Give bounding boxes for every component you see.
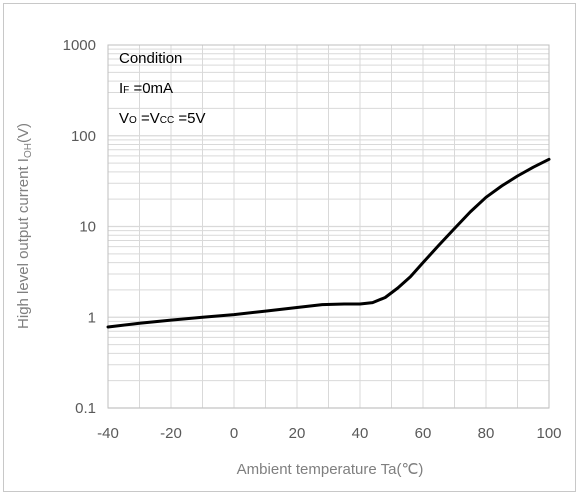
x-tick-label: 100 xyxy=(536,425,561,442)
x-tick-label: 0 xyxy=(230,425,238,442)
y-axis-title: High level output current IOH(V) xyxy=(15,123,34,329)
y-tick-label: 1 xyxy=(88,309,96,326)
plot-area xyxy=(107,44,550,409)
x-tick-label: -20 xyxy=(160,425,182,442)
x-tick-label: 80 xyxy=(478,425,495,442)
annotation-if: IF =0mA xyxy=(119,80,173,97)
x-tick-label: 60 xyxy=(415,425,432,442)
x-tick-label: -40 xyxy=(97,425,119,442)
annotation-condition: Condition xyxy=(119,50,182,67)
y-tick-label: 100 xyxy=(71,128,96,145)
x-axis-title: Ambient temperature Ta(℃) xyxy=(237,461,424,478)
y-tick-label: 0.1 xyxy=(75,400,96,417)
x-tick-labels: -40 -20 0 20 40 60 80 100 xyxy=(97,425,561,442)
y-tick-label: 10 xyxy=(79,219,96,236)
y-tick-label: 1000 xyxy=(63,37,96,54)
annotation-vo: VO =VCC =5V xyxy=(119,110,205,127)
grid xyxy=(107,45,550,409)
x-tick-label: 40 xyxy=(352,425,369,442)
y-tick-labels: 0.1 1 10 100 1000 xyxy=(63,37,96,417)
series-line xyxy=(106,157,551,329)
x-tick-label: 20 xyxy=(289,425,306,442)
chart-frame xyxy=(3,3,576,492)
